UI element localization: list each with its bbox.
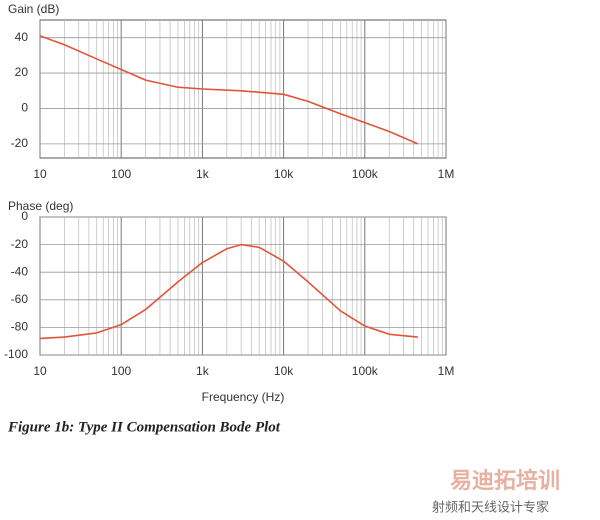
y-tick-label: -40 (11, 264, 29, 278)
watermark-tagline: 射频和天线设计专家 (432, 499, 549, 514)
y-axis-title: Phase (deg) (8, 199, 73, 213)
plot-area (39, 19, 447, 159)
x-tick-label: 1k (196, 364, 210, 378)
caption: Figure 1b: Type II Compensation Bode Plo… (7, 419, 281, 435)
y-tick-label: 0 (21, 209, 28, 223)
series-line (39, 243, 418, 340)
x-tick-label: 100k (352, 364, 379, 378)
y-axis-title: Gain (dB) (8, 2, 59, 16)
y-tick-label: 0 (21, 101, 28, 115)
x-tick-label: 100 (111, 364, 131, 378)
x-tick-label: 10 (33, 364, 47, 378)
x-tick-label: 1M (438, 167, 455, 181)
series-line (39, 35, 419, 145)
x-tick-label: 1k (196, 167, 210, 181)
x-tick-label: 100 (111, 167, 131, 181)
x-tick-label: 1M (438, 364, 455, 378)
y-tick-label: -20 (11, 237, 29, 251)
x-tick-label: 10 (33, 167, 47, 181)
y-tick-label: 20 (15, 65, 29, 79)
x-tick-label: 10k (274, 167, 294, 181)
y-tick-label: -20 (11, 136, 29, 150)
plot-area (39, 216, 447, 356)
y-tick-label: 40 (15, 30, 29, 44)
x-axis-title: Frequency (Hz) (202, 390, 285, 404)
x-tick-label: 10k (274, 364, 294, 378)
x-tick-label: 100k (352, 167, 379, 181)
y-tick-label: -100 (4, 347, 28, 361)
y-tick-label: -80 (11, 320, 29, 334)
y-tick-label: -60 (11, 292, 29, 306)
watermark-brand: 易迪拓培训 (450, 468, 560, 493)
